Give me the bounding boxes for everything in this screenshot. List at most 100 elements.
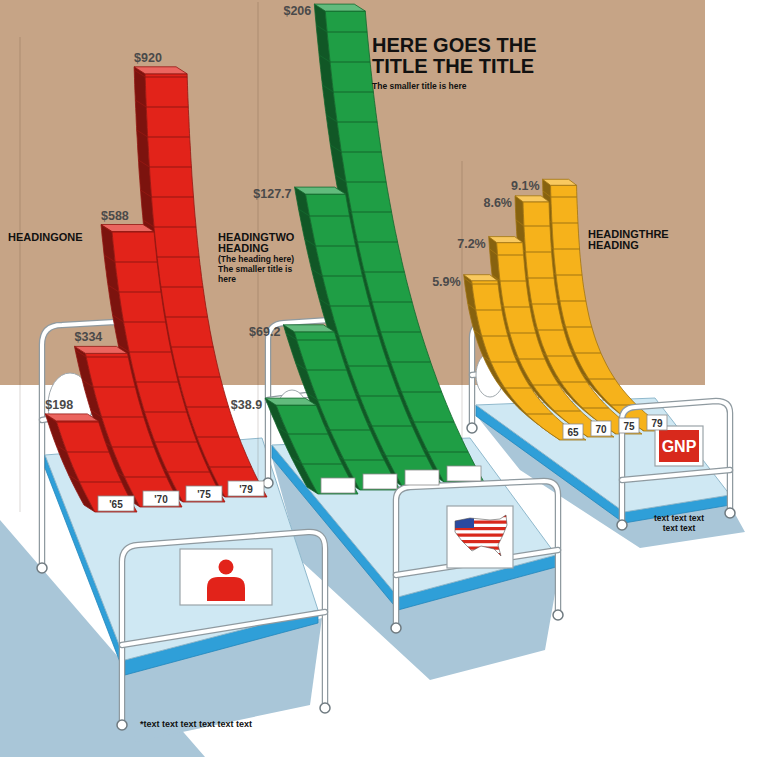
bar-group xyxy=(45,67,267,512)
scene xyxy=(0,0,759,757)
annotation: text text texttext text xyxy=(654,513,704,533)
us-flag-icon xyxy=(452,512,510,560)
category-box xyxy=(363,474,397,489)
data-label: 9.1% xyxy=(511,179,540,193)
block-lines xyxy=(46,415,122,482)
data-label: $206 xyxy=(283,4,311,18)
category-box xyxy=(98,496,134,511)
sign-icons xyxy=(207,512,510,601)
bar-top xyxy=(283,325,334,332)
page-title: HERE GOES THETITLE THE TITLE xyxy=(372,34,536,77)
category-box xyxy=(186,486,222,501)
category-box xyxy=(619,418,639,433)
bed-frame-outline xyxy=(122,612,325,645)
bed-frame-outline xyxy=(396,481,558,625)
data-label: 7.2% xyxy=(457,237,486,251)
bed-wheel xyxy=(467,423,477,433)
bed-frame xyxy=(396,481,558,625)
bar xyxy=(497,243,614,437)
chart-subheading-line: here xyxy=(218,274,236,284)
us-outline xyxy=(455,515,507,556)
bar-top xyxy=(543,179,577,185)
bar-group xyxy=(265,4,484,494)
annotation-line: *text text text text text text xyxy=(140,719,252,729)
bed-sign xyxy=(655,426,703,466)
annotation-line: GNP xyxy=(662,438,697,455)
bed-frame xyxy=(122,532,325,722)
person-icon-head xyxy=(219,560,234,575)
bed-wheel xyxy=(117,720,127,730)
category-label: '70 xyxy=(154,494,168,505)
value-axis xyxy=(462,161,463,440)
bed-frame-outline xyxy=(122,532,325,722)
bar-top xyxy=(464,275,498,281)
bed-wheel xyxy=(37,563,47,573)
category-box xyxy=(447,466,481,481)
data-label: 5.9% xyxy=(432,275,461,289)
bar xyxy=(56,421,137,512)
annotation-line: text text xyxy=(663,523,696,533)
bed-frame xyxy=(122,612,325,645)
category-label: 75 xyxy=(623,421,635,432)
category-box xyxy=(143,491,179,506)
chart-subheading-line: (The heading here) xyxy=(218,254,294,264)
page-title-line: HERE GOES THE xyxy=(372,34,536,56)
chart-heading-line: HEADINGONE xyxy=(8,231,83,243)
bar-top xyxy=(75,346,128,353)
category-box xyxy=(591,421,611,436)
data-label: $920 xyxy=(134,51,162,65)
bars-layer xyxy=(20,2,670,512)
category-box xyxy=(647,415,667,430)
value-axis xyxy=(20,37,21,512)
person-icon-body xyxy=(207,577,245,601)
bed-sign xyxy=(447,506,513,568)
category-box xyxy=(563,424,583,439)
data-label: $334 xyxy=(75,330,103,344)
flag-stripe xyxy=(452,534,510,537)
category-box xyxy=(228,481,264,496)
category-box xyxy=(321,478,355,493)
bed-wheel xyxy=(553,610,563,620)
bar-top xyxy=(295,187,346,194)
block-lines xyxy=(464,278,552,414)
text-layer: '79$920'75$588'70$334'65$198HEADINGONE*t… xyxy=(8,4,704,729)
flag-stripe xyxy=(452,547,510,550)
data-label: $198 xyxy=(45,398,73,412)
flag-stripe xyxy=(452,540,510,543)
data-label: $127.7 xyxy=(253,187,291,201)
front-layer xyxy=(117,401,735,730)
data-label: $588 xyxy=(101,209,129,223)
bed-wheel xyxy=(617,520,627,530)
chart-heading-line: HEADING xyxy=(588,239,639,251)
bar-top xyxy=(314,4,365,11)
category-label: 65 xyxy=(567,427,579,438)
category-label: 79 xyxy=(651,418,663,429)
block-lines xyxy=(277,427,342,464)
flag-stripe xyxy=(452,514,510,517)
bar-top xyxy=(489,237,523,243)
annotation-line: text text text xyxy=(654,513,704,523)
sign-plate xyxy=(659,430,699,462)
page-title-line: TITLE THE TITLE xyxy=(372,55,534,77)
bed-sign xyxy=(180,549,272,605)
chart-heading: HEADINGTWOHEADING xyxy=(218,231,295,254)
data-label: $38.9 xyxy=(231,398,262,412)
floor xyxy=(0,0,759,757)
chart-canvas: '79$920'75$588'70$334'65$198HEADINGONE*t… xyxy=(0,0,759,757)
category-label: '65 xyxy=(109,499,123,510)
category-box xyxy=(405,470,439,485)
data-label: $69.2 xyxy=(249,325,280,339)
bed-wheel xyxy=(263,478,273,488)
chart-subheading: (The heading here)The smaller title ishe… xyxy=(218,254,294,284)
bar-top xyxy=(134,67,187,74)
flag-stripe xyxy=(452,553,510,556)
bed-frame xyxy=(622,470,730,480)
category-label: '75 xyxy=(197,489,211,500)
chart-heading: HEADINGONE xyxy=(8,231,83,243)
bar xyxy=(276,405,358,494)
bar-top xyxy=(515,196,549,202)
chart-subheading-line: The smaller title is xyxy=(218,264,292,274)
bed-frame-outline xyxy=(622,470,730,480)
bed-wheel xyxy=(725,508,735,518)
bed-wheel xyxy=(391,623,401,633)
